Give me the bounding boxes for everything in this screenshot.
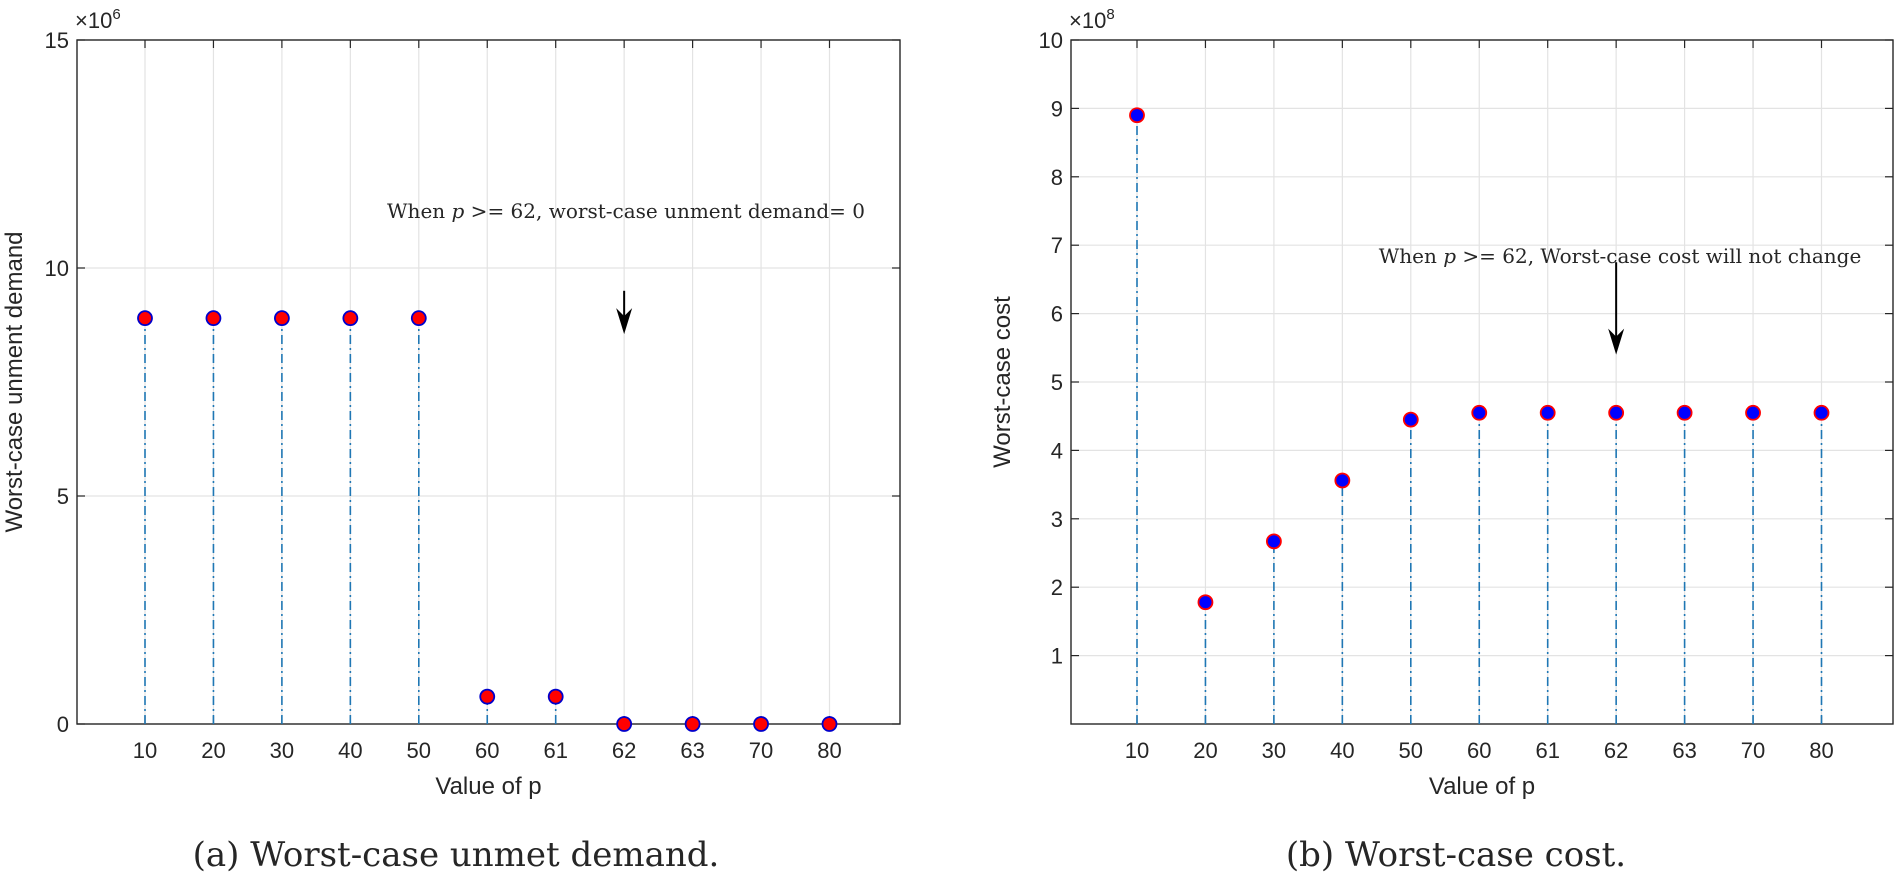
- x-tick-label: 62: [612, 738, 636, 763]
- x-tick-label: 63: [680, 738, 704, 763]
- y-tick-label: 0: [57, 712, 69, 737]
- data-point: [1129, 107, 1145, 124]
- x-tick-label: 30: [270, 738, 294, 763]
- x-axis-label: Value of p: [1429, 773, 1535, 800]
- annotation-arrow-head: [1608, 328, 1625, 355]
- y-tick-label: 2: [1051, 575, 1063, 600]
- y-multiplier: ×106: [75, 6, 121, 33]
- y-tick-label: 1: [1051, 644, 1063, 669]
- y-tick-label: 7: [1051, 233, 1063, 258]
- x-tick-label: 70: [749, 738, 773, 763]
- x-tick-label: 70: [1741, 738, 1765, 763]
- data-point: [753, 716, 769, 732]
- data-point: [1471, 404, 1488, 421]
- y-tick-label: 9: [1051, 96, 1063, 121]
- axes-box: [76, 39, 901, 725]
- data-point: [684, 716, 701, 732]
- x-tick-label: 63: [1672, 738, 1696, 763]
- data-point: [137, 310, 153, 327]
- panel-b: 1 2 3 4 5 6 7 8 9 10 10 20 30 40 50 60 61 62 63 70 80 ×108 Whe…: [989, 6, 1894, 875]
- data-point: [342, 310, 359, 327]
- data-point: [1539, 404, 1556, 421]
- data-point: [1266, 533, 1282, 550]
- x-tick-label: 40: [338, 738, 362, 763]
- y-tick-label: 3: [1051, 507, 1063, 532]
- x-tick-label: 50: [1399, 738, 1423, 763]
- x-tick-label: 62: [1604, 738, 1628, 763]
- x-tick-label: 10: [1125, 738, 1149, 763]
- data-point: [1334, 472, 1351, 489]
- x-tick-label: 61: [543, 738, 567, 763]
- x-tick-label: 40: [1330, 738, 1354, 763]
- data-point: [821, 716, 838, 732]
- y-tick-label: 10: [1039, 28, 1063, 53]
- y-tick-label: 5: [1051, 370, 1063, 395]
- data-point: [1745, 404, 1761, 421]
- data-point: [547, 688, 564, 705]
- data-point: [410, 310, 427, 327]
- x-tick-label: 50: [407, 738, 431, 763]
- x-tick-label: 10: [133, 738, 157, 763]
- data-point: [205, 310, 222, 327]
- x-tick-label: 60: [1467, 738, 1491, 763]
- y-axis-label: Worst-case cost: [989, 296, 1016, 468]
- y-tick-label: 15: [45, 28, 69, 53]
- annotation-text: When p >= 62, worst-case unment demand= …: [387, 199, 865, 223]
- x-tick-label: 60: [475, 738, 499, 763]
- y-tick-label: 5: [57, 484, 69, 509]
- data-point: [479, 688, 496, 705]
- x-tick-label: 30: [1262, 738, 1286, 763]
- x-tick-label: 61: [1535, 738, 1559, 763]
- x-axis-label: Value of p: [435, 773, 541, 800]
- annotation-text: When p >= 62, Worst-case cost will not c…: [1379, 244, 1862, 268]
- x-tick-label: 80: [817, 738, 841, 763]
- x-tick-label: 20: [201, 738, 225, 763]
- data-point: [1608, 404, 1625, 421]
- data-point: [616, 716, 633, 732]
- x-tick-label: 80: [1809, 738, 1833, 763]
- data-point: [1813, 404, 1830, 421]
- panel-a: 0 5 10 15 10 20 30 40 50 60 61 62 63 70 80 ×106 When p >…: [1, 6, 901, 875]
- data-point: [1676, 404, 1693, 421]
- y-multiplier: ×108: [1069, 6, 1115, 33]
- figure-caption: (b) Worst-case cost.: [1286, 835, 1626, 875]
- y-axis-label: Worst-case unment demand: [1, 231, 28, 532]
- data-point: [273, 310, 290, 327]
- data-point: [1402, 411, 1419, 428]
- y-tick-label: 10: [45, 256, 69, 281]
- data-point: [1197, 594, 1214, 611]
- x-tick-label: 20: [1193, 738, 1217, 763]
- y-tick-label: 4: [1051, 438, 1063, 463]
- y-tick-label: 6: [1051, 302, 1063, 327]
- y-tick-label: 8: [1051, 165, 1063, 190]
- figure-caption: (a) Worst-case unmet demand.: [193, 835, 720, 875]
- annotation-arrow-head: [616, 308, 633, 335]
